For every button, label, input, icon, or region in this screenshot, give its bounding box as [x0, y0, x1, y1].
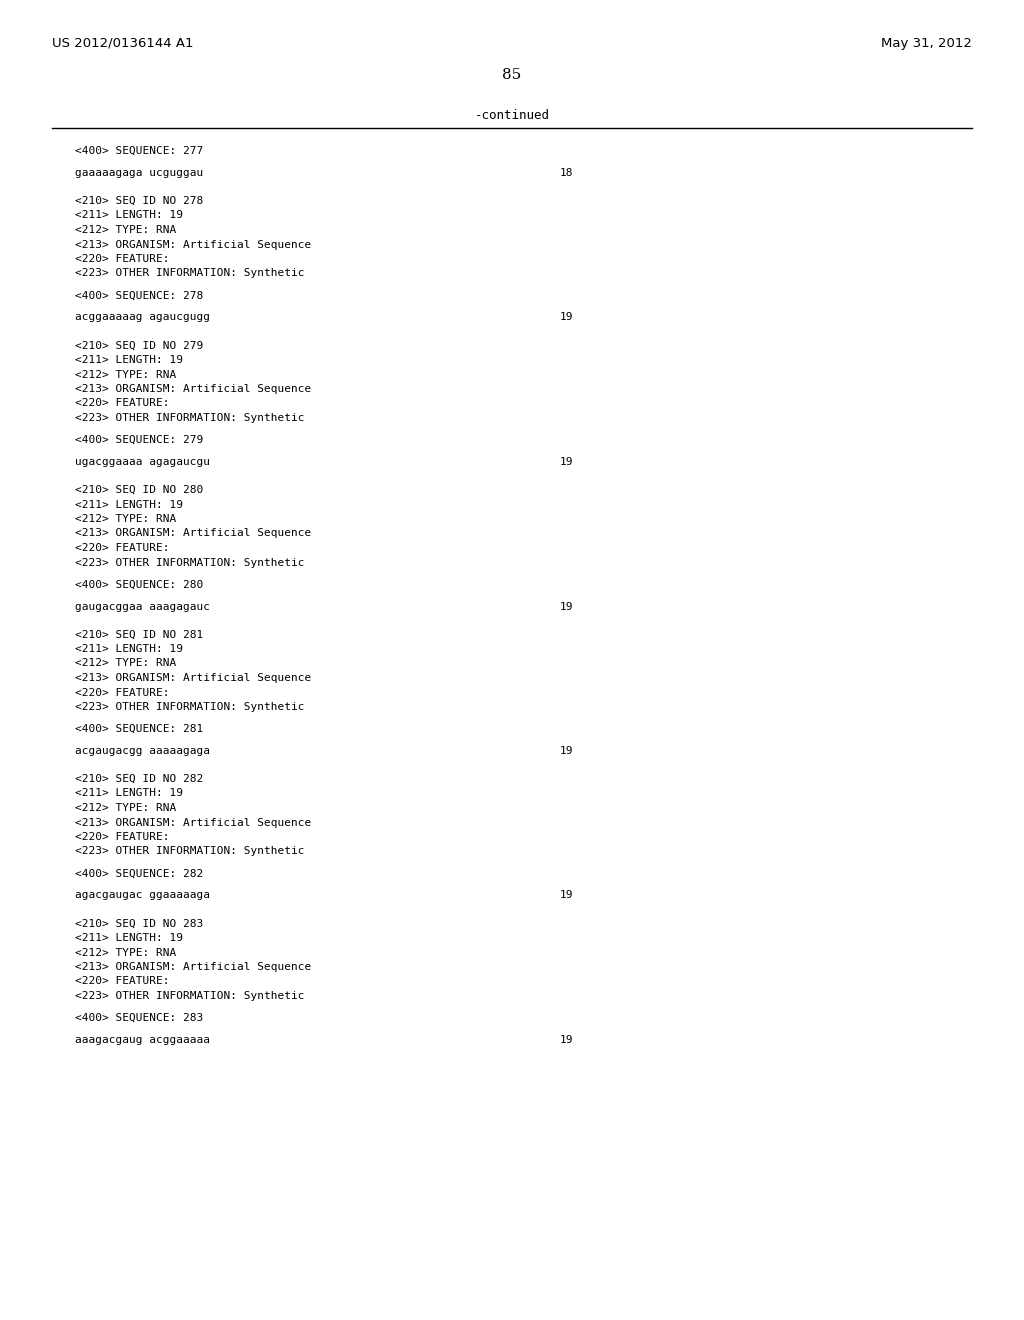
Text: <400> SEQUENCE: 280: <400> SEQUENCE: 280	[75, 579, 203, 590]
Text: <212> TYPE: RNA: <212> TYPE: RNA	[75, 803, 176, 813]
Text: 19: 19	[560, 746, 573, 756]
Text: <213> ORGANISM: Artificial Sequence: <213> ORGANISM: Artificial Sequence	[75, 817, 311, 828]
Text: <210> SEQ ID NO 282: <210> SEQ ID NO 282	[75, 774, 203, 784]
Text: <220> FEATURE:: <220> FEATURE:	[75, 253, 170, 264]
Text: <210> SEQ ID NO 278: <210> SEQ ID NO 278	[75, 195, 203, 206]
Text: <213> ORGANISM: Artificial Sequence: <213> ORGANISM: Artificial Sequence	[75, 962, 311, 972]
Text: <211> LENGTH: 19: <211> LENGTH: 19	[75, 644, 183, 653]
Text: 19: 19	[560, 1035, 573, 1045]
Text: <213> ORGANISM: Artificial Sequence: <213> ORGANISM: Artificial Sequence	[75, 239, 311, 249]
Text: May 31, 2012: May 31, 2012	[881, 37, 972, 50]
Text: <220> FEATURE:: <220> FEATURE:	[75, 688, 170, 697]
Text: <211> LENGTH: 19: <211> LENGTH: 19	[75, 788, 183, 799]
Text: <400> SEQUENCE: 278: <400> SEQUENCE: 278	[75, 290, 203, 301]
Text: <210> SEQ ID NO 279: <210> SEQ ID NO 279	[75, 341, 203, 351]
Text: <212> TYPE: RNA: <212> TYPE: RNA	[75, 224, 176, 235]
Text: <220> FEATURE:: <220> FEATURE:	[75, 399, 170, 408]
Text: <210> SEQ ID NO 283: <210> SEQ ID NO 283	[75, 919, 203, 928]
Text: <400> SEQUENCE: 277: <400> SEQUENCE: 277	[75, 147, 203, 156]
Text: <223> OTHER INFORMATION: Synthetic: <223> OTHER INFORMATION: Synthetic	[75, 702, 304, 711]
Text: <400> SEQUENCE: 282: <400> SEQUENCE: 282	[75, 869, 203, 879]
Text: <220> FEATURE:: <220> FEATURE:	[75, 543, 170, 553]
Text: acggaaaaag agaucgugg: acggaaaaag agaucgugg	[75, 313, 210, 322]
Text: <212> TYPE: RNA: <212> TYPE: RNA	[75, 513, 176, 524]
Text: <210> SEQ ID NO 280: <210> SEQ ID NO 280	[75, 484, 203, 495]
Text: <211> LENGTH: 19: <211> LENGTH: 19	[75, 210, 183, 220]
Text: <220> FEATURE:: <220> FEATURE:	[75, 832, 170, 842]
Text: <211> LENGTH: 19: <211> LENGTH: 19	[75, 499, 183, 510]
Text: 19: 19	[560, 313, 573, 322]
Text: <213> ORGANISM: Artificial Sequence: <213> ORGANISM: Artificial Sequence	[75, 528, 311, 539]
Text: <213> ORGANISM: Artificial Sequence: <213> ORGANISM: Artificial Sequence	[75, 384, 311, 393]
Text: <211> LENGTH: 19: <211> LENGTH: 19	[75, 355, 183, 366]
Text: acgaugacgg aaaaagaga: acgaugacgg aaaaagaga	[75, 746, 210, 756]
Text: gaaaaagaga ucguggau: gaaaaagaga ucguggau	[75, 168, 203, 178]
Text: <223> OTHER INFORMATION: Synthetic: <223> OTHER INFORMATION: Synthetic	[75, 846, 304, 857]
Text: -continued: -continued	[474, 110, 550, 121]
Text: <211> LENGTH: 19: <211> LENGTH: 19	[75, 933, 183, 942]
Text: 19: 19	[560, 602, 573, 611]
Text: <400> SEQUENCE: 283: <400> SEQUENCE: 283	[75, 1012, 203, 1023]
Text: <400> SEQUENCE: 279: <400> SEQUENCE: 279	[75, 436, 203, 445]
Text: <223> OTHER INFORMATION: Synthetic: <223> OTHER INFORMATION: Synthetic	[75, 413, 304, 422]
Text: <223> OTHER INFORMATION: Synthetic: <223> OTHER INFORMATION: Synthetic	[75, 268, 304, 279]
Text: <212> TYPE: RNA: <212> TYPE: RNA	[75, 370, 176, 380]
Text: 85: 85	[503, 69, 521, 82]
Text: gaugacggaa aaagagauc: gaugacggaa aaagagauc	[75, 602, 210, 611]
Text: <223> OTHER INFORMATION: Synthetic: <223> OTHER INFORMATION: Synthetic	[75, 991, 304, 1001]
Text: <210> SEQ ID NO 281: <210> SEQ ID NO 281	[75, 630, 203, 639]
Text: <220> FEATURE:: <220> FEATURE:	[75, 977, 170, 986]
Text: <213> ORGANISM: Artificial Sequence: <213> ORGANISM: Artificial Sequence	[75, 673, 311, 682]
Text: ugacggaaaa agagaucgu: ugacggaaaa agagaucgu	[75, 457, 210, 467]
Text: <400> SEQUENCE: 281: <400> SEQUENCE: 281	[75, 723, 203, 734]
Text: <212> TYPE: RNA: <212> TYPE: RNA	[75, 659, 176, 668]
Text: aaagacgaug acggaaaaa: aaagacgaug acggaaaaa	[75, 1035, 210, 1045]
Text: US 2012/0136144 A1: US 2012/0136144 A1	[52, 37, 194, 50]
Text: 19: 19	[560, 891, 573, 900]
Text: <212> TYPE: RNA: <212> TYPE: RNA	[75, 948, 176, 957]
Text: <223> OTHER INFORMATION: Synthetic: <223> OTHER INFORMATION: Synthetic	[75, 557, 304, 568]
Text: 19: 19	[560, 457, 573, 467]
Text: 18: 18	[560, 168, 573, 178]
Text: agacgaugac ggaaaaaga: agacgaugac ggaaaaaga	[75, 891, 210, 900]
